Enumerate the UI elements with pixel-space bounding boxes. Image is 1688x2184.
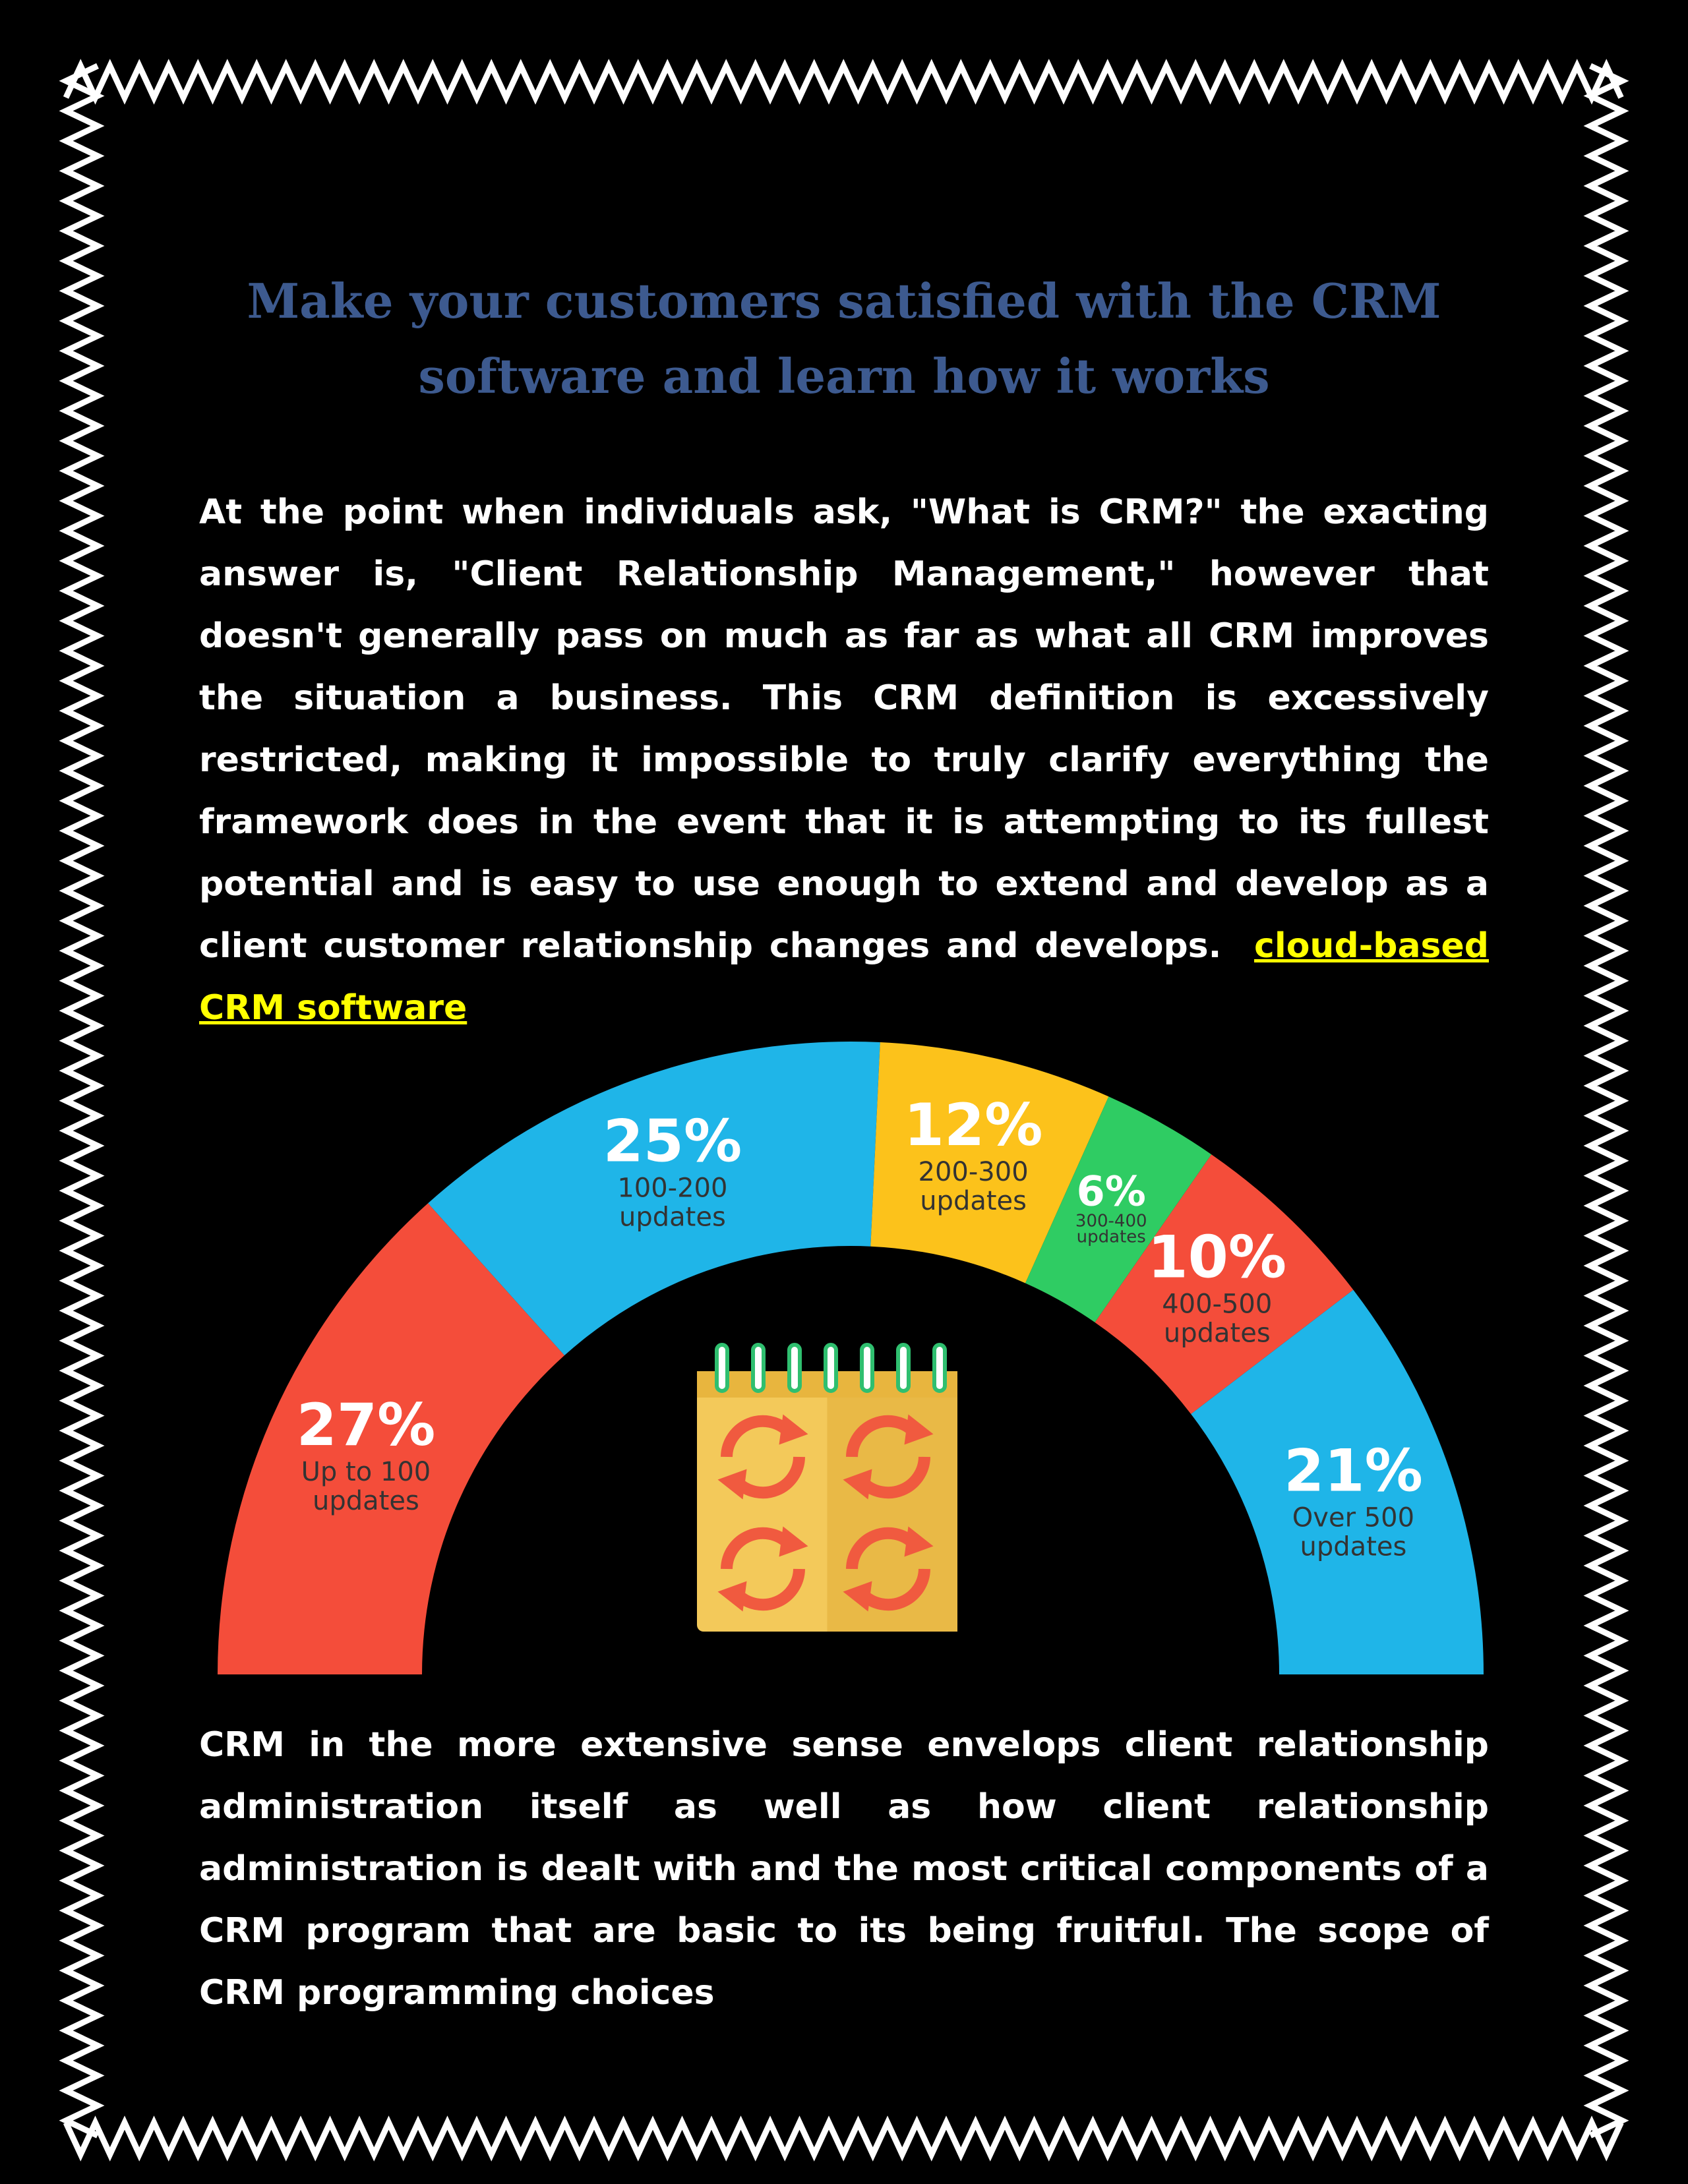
cloud-crm-link[interactable]: cloud-based CRM software [199,926,1489,1028]
body-paragraph: CRM in the more extensive sense envelops… [199,1725,1489,2013]
intro-paragraph: At the point when individuals ask, "What… [199,481,1489,1039]
intro-paragraph-text: At the point when individuals ask, "What… [199,492,1489,966]
title-line-2: software and learn how it works [418,348,1270,404]
page-title: Make your customers satisfied with the C… [198,264,1490,414]
title-line-1: Make your customers satisfied with the C… [247,273,1441,329]
